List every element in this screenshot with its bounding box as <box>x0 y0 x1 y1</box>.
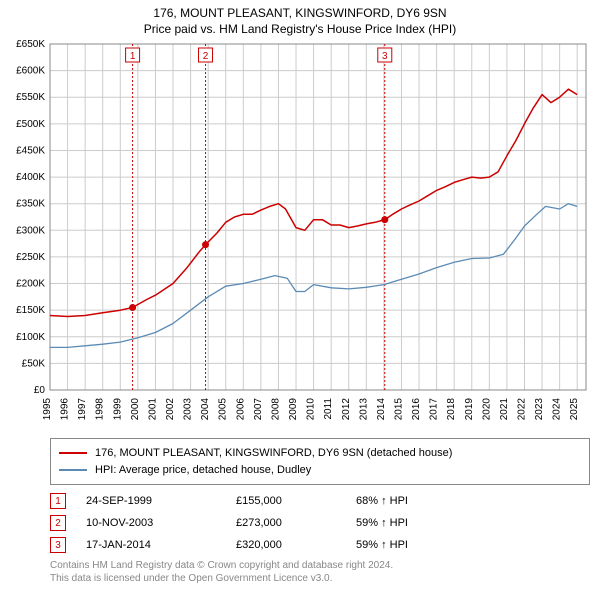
svg-text:2008: 2008 <box>270 398 281 421</box>
svg-text:2023: 2023 <box>534 398 545 421</box>
svg-text:2013: 2013 <box>358 398 369 421</box>
svg-text:3: 3 <box>382 51 388 62</box>
footer-line: This data is licensed under the Open Gov… <box>50 572 590 585</box>
svg-text:1: 1 <box>130 51 136 62</box>
legend-swatch <box>59 469 87 471</box>
svg-text:£300K: £300K <box>16 225 45 236</box>
svg-text:£50K: £50K <box>22 358 46 369</box>
svg-text:2011: 2011 <box>323 398 334 420</box>
svg-text:2016: 2016 <box>411 398 422 421</box>
footer-line: Contains HM Land Registry data © Crown c… <box>50 559 590 572</box>
svg-text:2022: 2022 <box>516 398 527 421</box>
svg-text:1995: 1995 <box>42 398 53 421</box>
svg-text:2024: 2024 <box>552 398 563 421</box>
sale-pct: 59% ↑ HPI <box>356 517 456 529</box>
sale-price: £320,000 <box>236 539 356 551</box>
legend-label: HPI: Average price, detached house, Dudl… <box>95 462 311 479</box>
svg-text:2009: 2009 <box>288 398 299 421</box>
svg-text:2012: 2012 <box>341 398 352 421</box>
sale-date: 17-JAN-2014 <box>86 539 236 551</box>
svg-text:1998: 1998 <box>95 398 106 421</box>
svg-text:£200K: £200K <box>16 279 45 290</box>
svg-text:2006: 2006 <box>235 398 246 421</box>
svg-text:1996: 1996 <box>60 398 71 421</box>
sale-marker-icon: 2 <box>50 515 66 531</box>
chart-titles: 176, MOUNT PLEASANT, KINGSWINFORD, DY6 9… <box>0 0 600 38</box>
svg-text:2001: 2001 <box>147 398 158 421</box>
legend-row: HPI: Average price, detached house, Dudl… <box>59 462 581 479</box>
svg-text:2021: 2021 <box>499 398 510 421</box>
svg-text:1999: 1999 <box>112 398 123 421</box>
sale-price: £155,000 <box>236 495 356 507</box>
legend-label: 176, MOUNT PLEASANT, KINGSWINFORD, DY6 9… <box>95 445 452 462</box>
price-chart: £0 £50K £100K £150K £200K £250K £300K £350K £400… <box>0 38 600 436</box>
svg-text:2002: 2002 <box>165 398 176 421</box>
svg-text:2025: 2025 <box>569 398 580 421</box>
svg-text:2015: 2015 <box>393 398 404 421</box>
svg-text:£400K: £400K <box>16 172 45 183</box>
title-address: 176, MOUNT PLEASANT, KINGSWINFORD, DY6 9… <box>4 6 596 20</box>
svg-text:2004: 2004 <box>200 398 211 421</box>
svg-text:£650K: £650K <box>16 39 45 50</box>
svg-text:2019: 2019 <box>464 398 475 421</box>
sale-pct: 68% ↑ HPI <box>356 495 456 507</box>
sale-price: £273,000 <box>236 517 356 529</box>
chart-legend: 176, MOUNT PLEASANT, KINGSWINFORD, DY6 9… <box>50 438 590 485</box>
footer-attribution: Contains HM Land Registry data © Crown c… <box>50 559 590 585</box>
sales-table: 1 24-SEP-1999 £155,000 68% ↑ HPI 2 10-NO… <box>50 493 590 553</box>
sale-marker-icon: 3 <box>50 537 66 553</box>
title-subtitle: Price paid vs. HM Land Registry's House … <box>4 22 596 36</box>
table-row: 1 24-SEP-1999 £155,000 68% ↑ HPI <box>50 493 590 509</box>
table-row: 2 10-NOV-2003 £273,000 59% ↑ HPI <box>50 515 590 531</box>
svg-text:£100K: £100K <box>16 332 45 343</box>
svg-text:2020: 2020 <box>481 398 492 421</box>
svg-text:2018: 2018 <box>446 398 457 421</box>
sale-marker-icon: 1 <box>50 493 66 509</box>
svg-text:2000: 2000 <box>130 398 141 421</box>
svg-text:£150K: £150K <box>16 305 45 316</box>
svg-text:£250K: £250K <box>16 252 45 263</box>
sale-date: 10-NOV-2003 <box>86 517 236 529</box>
sale-date: 24-SEP-1999 <box>86 495 236 507</box>
svg-text:2014: 2014 <box>376 398 387 421</box>
svg-text:2: 2 <box>203 51 209 62</box>
legend-row: 176, MOUNT PLEASANT, KINGSWINFORD, DY6 9… <box>59 445 581 462</box>
sale-pct: 59% ↑ HPI <box>356 539 456 551</box>
svg-text:2010: 2010 <box>306 398 317 421</box>
svg-text:1997: 1997 <box>77 398 88 421</box>
svg-text:2005: 2005 <box>218 398 229 421</box>
table-row: 3 17-JAN-2014 £320,000 59% ↑ HPI <box>50 537 590 553</box>
svg-text:2017: 2017 <box>429 398 440 421</box>
svg-text:2007: 2007 <box>253 398 264 421</box>
svg-text:2003: 2003 <box>183 398 194 421</box>
svg-text:£500K: £500K <box>16 119 45 130</box>
legend-swatch <box>59 452 87 454</box>
svg-text:£450K: £450K <box>16 145 45 156</box>
svg-text:£350K: £350K <box>16 199 45 210</box>
svg-text:£550K: £550K <box>16 92 45 103</box>
svg-text:£600K: £600K <box>16 66 45 77</box>
svg-text:£0: £0 <box>34 385 46 396</box>
